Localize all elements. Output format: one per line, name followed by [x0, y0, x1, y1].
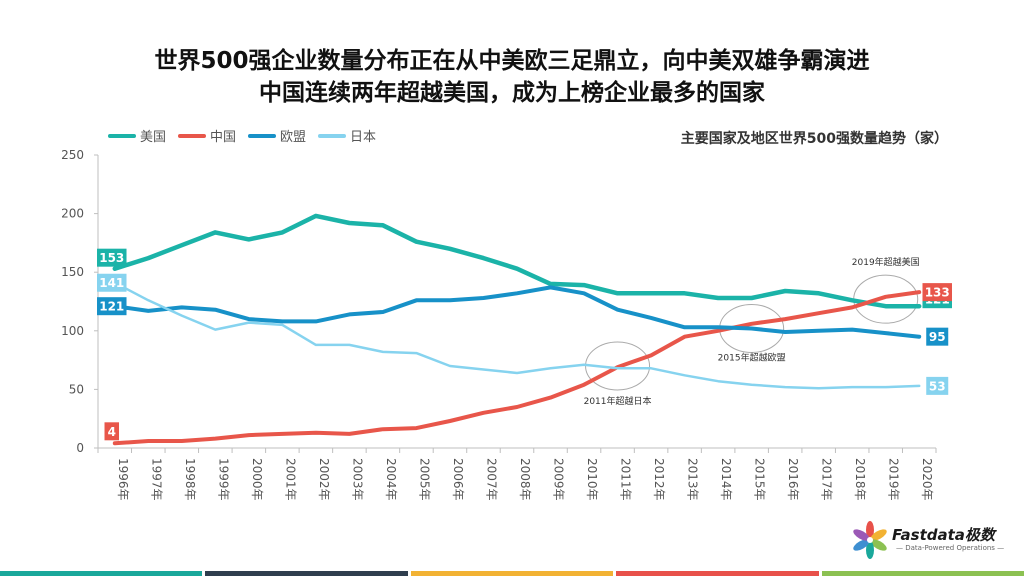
legend-label-japan: 日本	[350, 130, 377, 145]
x-tick-label: 2013年	[686, 458, 700, 501]
x-tick-label: 2001年	[283, 458, 297, 501]
x-tick-label: 2018年	[853, 458, 867, 501]
y-tick-label: 100	[61, 324, 84, 338]
annotation-circle	[853, 274, 919, 324]
y-tick-label: 200	[61, 207, 84, 221]
x-tick-label: 2017年	[820, 458, 834, 501]
chart-title-line1: 世界500强企业数量分布正在从中美欧三足鼎立，向中美双雄争霸演进	[154, 48, 870, 74]
annotation-label: 2011年超越日本	[584, 395, 652, 407]
legend-swatch-china	[178, 133, 207, 138]
footer-color-bar	[0, 571, 1024, 576]
data-label-last-1-bg	[922, 283, 952, 302]
legend-swatch-us	[108, 133, 136, 138]
legend-swatch-japan	[318, 133, 347, 138]
logo-name: Fastdata极数	[892, 526, 995, 544]
x-tick-label: 2020年	[920, 458, 934, 501]
x-tick-label: 2006年	[451, 458, 465, 501]
x-tick-label: 1999年	[216, 458, 230, 501]
series-line-0	[112, 213, 922, 309]
x-tick-label: 2011年	[619, 458, 633, 501]
x-tick-label: 2008年	[518, 458, 532, 501]
x-tick-label: 2009年	[552, 458, 566, 501]
fastdata-logo: Fastdata极数 — Data-Powered Operations —	[850, 520, 1004, 564]
data-label-first-2-bg	[97, 297, 127, 316]
data-label-first-0-bg	[97, 248, 127, 267]
legend-label-eu: 欧盟	[280, 130, 307, 145]
y-tick-label: 50	[69, 382, 84, 396]
data-label-last-2: 95	[929, 330, 946, 344]
footer-segment	[0, 571, 203, 576]
x-tick-label: 1997年	[149, 458, 163, 501]
legend-label-us: 美国	[140, 130, 167, 145]
legend-label-china: 中国	[210, 130, 237, 145]
data-label-last-2-bg	[926, 327, 949, 346]
data-label-first-0: 153	[99, 251, 124, 265]
data-label-first-2: 121	[99, 300, 124, 314]
y-tick-label: 150	[61, 265, 84, 279]
x-tick-label: 2002年	[317, 458, 331, 501]
x-tick-label: 2012年	[652, 458, 666, 501]
series-line-3	[113, 281, 921, 390]
x-tick-label: 2010年	[585, 458, 599, 501]
x-tick-label: 2000年	[250, 458, 264, 501]
data-label-first-3: 141	[99, 276, 124, 290]
chart-subtitle: 主要国家及地区世界500强数量趋势（家）	[680, 131, 948, 147]
y-tick-label: 250	[61, 148, 84, 162]
footer-segment	[616, 571, 819, 576]
legend-item-china: 中国	[178, 126, 236, 145]
logo-flower-icon	[853, 521, 887, 559]
footer-segment	[821, 571, 1024, 576]
data-label-first-1-bg	[104, 422, 120, 441]
data-label-first-1: 4	[108, 425, 116, 439]
legend-item-us: 美国	[108, 126, 166, 145]
legend-swatch-eu	[248, 133, 277, 138]
legend: 美国 中国 欧盟 日本	[108, 126, 376, 145]
x-tick-label: 2015年	[753, 458, 767, 501]
series-line-2	[112, 285, 922, 339]
x-tick-label: 1996年	[116, 458, 130, 501]
annotation-label: 2019年超越美国	[852, 256, 920, 268]
x-tick-label: 2014年	[719, 458, 733, 501]
footer-segment	[205, 571, 408, 576]
data-label-last-3: 53	[929, 379, 946, 393]
x-tick-label: 2016年	[786, 458, 800, 501]
footer-segment	[410, 571, 614, 576]
data-label-last-3-bg	[926, 376, 949, 395]
series-line-1	[112, 290, 922, 446]
x-tick-label: 1998年	[183, 458, 197, 501]
x-tick-label: 2003年	[350, 458, 364, 501]
chart-title-line2: 中国连续两年超越美国，成为上榜企业最多的国家	[259, 80, 765, 106]
legend-item-eu: 欧盟	[248, 126, 306, 145]
x-tick-label: 2005年	[417, 458, 431, 501]
logo-tagline: — Data-Powered Operations —	[896, 544, 1005, 552]
x-tick-label: 2019年	[887, 458, 901, 501]
data-label-last-1: 133	[925, 286, 950, 300]
y-tick-label: 0	[76, 441, 84, 455]
annotation-label: 2015年超越欧盟	[718, 351, 786, 363]
x-tick-label: 2007年	[484, 458, 498, 501]
x-tick-label: 2004年	[384, 458, 398, 501]
legend-item-japan: 日本	[318, 126, 376, 145]
data-label-first-3-bg	[97, 273, 127, 292]
